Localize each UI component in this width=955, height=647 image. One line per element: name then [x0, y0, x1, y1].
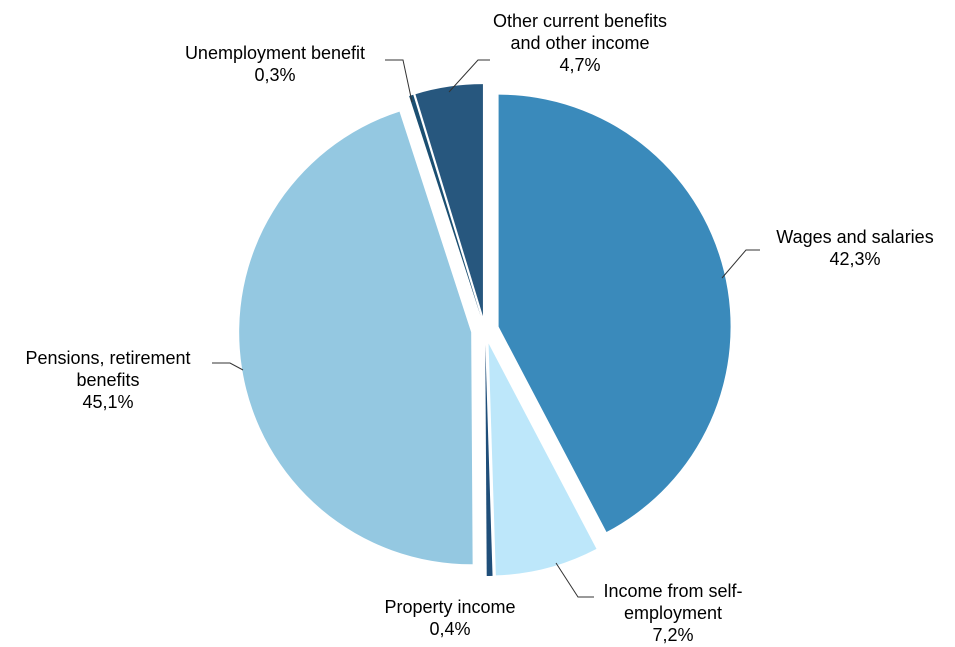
- slice-category-label: Pensions, retirement: [25, 348, 190, 368]
- slice-label-wages-and-salaries: Wages and salaries 42,3%: [776, 227, 933, 269]
- slice-value-label: 0,3%: [254, 65, 295, 85]
- pie-slice-pensions-retirement-benefits: [239, 111, 473, 565]
- leader-line-income-from-self-employment: [555, 562, 594, 598]
- slice-label-income-from-self-employment: Income from self-employment 7,2%: [603, 581, 742, 645]
- pie-slice-wages-and-salaries: [498, 94, 731, 533]
- leader-line-wages-and-salaries: [721, 249, 760, 279]
- slice-category-label: Property income: [384, 597, 515, 617]
- slice-category-label: Other current benefits: [493, 11, 667, 31]
- pie-slice-income-from-self-employment: [488, 343, 597, 576]
- slice-category-label: Income from self-: [603, 581, 742, 601]
- leader-line-other-current-benefits-and-other-income: [448, 59, 490, 93]
- slice-value-label: 7,2%: [652, 625, 693, 645]
- slice-category-label: and other income: [510, 33, 649, 53]
- slice-label-unemployment-benefit: Unemployment benefit 0,3%: [185, 43, 365, 85]
- pie-slice-unemployment-benefit: [409, 94, 481, 317]
- pie-slices: [239, 84, 731, 576]
- slice-value-label: 42,3%: [829, 249, 880, 269]
- leader-line-unemployment-benefit: [385, 59, 413, 103]
- slice-value-label: 0,4%: [429, 619, 470, 639]
- pie-slice-property-income: [485, 343, 493, 576]
- slice-value-label: 4,7%: [559, 55, 600, 75]
- leader-lines: [212, 59, 760, 598]
- slice-category-label: benefits: [76, 370, 139, 390]
- slice-category-label: employment: [624, 603, 722, 623]
- leader-line-pensions-retirement-benefits: [212, 362, 244, 371]
- slice-label-other-current-benefits-and-other-income: Other current benefits and other income 4,…: [493, 11, 667, 75]
- slice-value-label: 45,1%: [82, 392, 133, 412]
- slice-label-property-income: Property income 0,4%: [384, 597, 515, 639]
- slice-category-label: Unemployment benefit: [185, 43, 365, 63]
- slice-category-label: Wages and salaries: [776, 227, 933, 247]
- slice-label-pensions-retirement-benefits: Pensions, retirement benefits 45,1%: [25, 348, 190, 412]
- slice-labels: Wages and salaries 42,3% Income from self-…: [25, 11, 933, 645]
- pie-slice-other-current-benefits-and-other-income: [415, 84, 483, 317]
